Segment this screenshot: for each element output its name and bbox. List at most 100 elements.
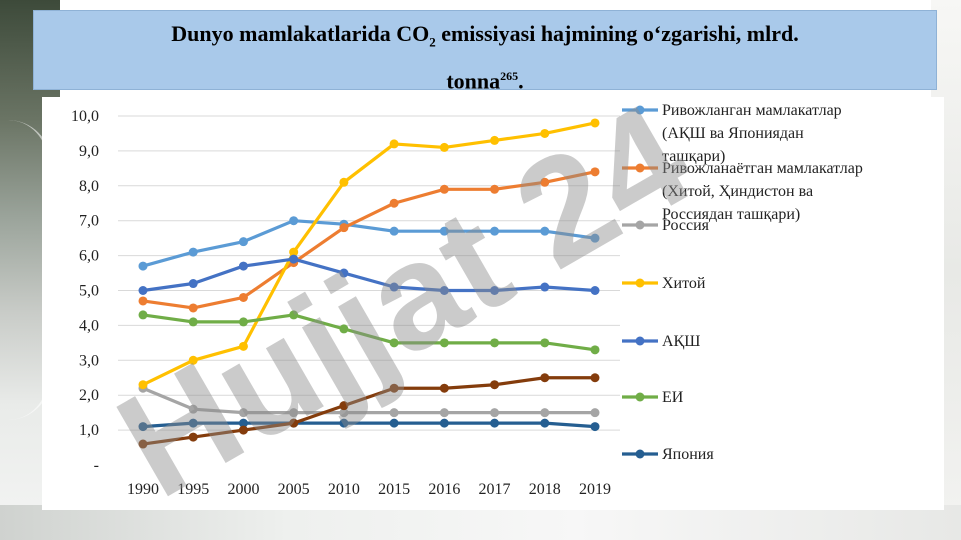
series-line (142, 421, 596, 429)
data-point (490, 226, 500, 236)
slide-title: Dunyo mamlakatlarida CO2 emissiyasi hajm… (33, 10, 937, 94)
x-tick-label: 2019 (579, 481, 611, 498)
legend-label: ЕИ (662, 389, 684, 406)
legend: Ривожланган мамлакатлар (АҚШ ва Япониядан… (622, 102, 863, 463)
legend-label: Япония (662, 446, 714, 463)
legend-entry-0: Ривожланган мамлакатлар (АҚШ ва Япониядан… (622, 102, 842, 165)
y-tick-label: 8,0 (79, 178, 99, 195)
data-point (339, 223, 349, 233)
x-tick-label: 1990 (127, 481, 159, 498)
data-point (339, 401, 349, 411)
data-point (339, 418, 349, 428)
series-2 (138, 383, 600, 418)
title-line-2: tonna265. (34, 59, 936, 98)
title-line-1: Dunyo mamlakatlarida CO2 emissiyasi hajm… (34, 17, 936, 59)
legend-entry-3: Хитой (622, 275, 706, 292)
data-point (490, 135, 500, 145)
title-line2-text: tonna (446, 68, 501, 94)
legend-entry-1: Ривожланаётган мамлакатлар (Хитой, Ҳиндис… (622, 160, 863, 223)
data-point (490, 408, 500, 418)
data-point (238, 261, 248, 271)
data-point (540, 282, 550, 292)
data-point (138, 310, 148, 320)
data-point (439, 418, 449, 428)
data-point (389, 139, 399, 149)
x-axis-ticks: 1990 1995 2000 2005 2010 2015 2016 2017 2018 2019 (127, 481, 611, 498)
legend-label: Россиядан ташқари) (662, 206, 800, 223)
legend-swatch-marker (635, 336, 645, 346)
x-tick-label: 2005 (278, 481, 310, 498)
data-point (540, 128, 550, 138)
legend-label: ташқари) (662, 148, 725, 165)
legend-label: АҚШ (662, 333, 700, 350)
data-point (439, 226, 449, 236)
data-point (590, 233, 600, 243)
title-end: . (518, 68, 524, 94)
watermark-text: Hujjat 24 (91, 71, 716, 529)
data-point (188, 404, 198, 414)
data-point (289, 247, 299, 257)
data-point (188, 418, 198, 428)
legend-label: (Хитой, Ҳиндистон ва (662, 183, 813, 200)
title-post: emissiyasi hajmining o‘zgarishi, mlrd. (435, 21, 799, 46)
x-tick-label: 2018 (529, 481, 561, 498)
gridlines (118, 115, 620, 431)
series-line (142, 170, 596, 310)
y-axis-ticks: - 1,0 2,0 3,0 4,0 5,0 6,0 7,0 8,0 9,0 10,0 (71, 108, 99, 474)
x-tick-label: 2016 (428, 481, 460, 498)
legend-entry-4: АҚШ (622, 333, 700, 350)
legend-label: Россия (662, 217, 710, 234)
legend-swatch-marker (635, 392, 645, 402)
data-point (238, 425, 248, 435)
series-line (142, 376, 595, 446)
data-point (540, 226, 550, 236)
x-tick-label: 2015 (378, 481, 410, 498)
data-point (238, 237, 248, 247)
y-tick-label: 9,0 (79, 143, 99, 160)
data-point (439, 286, 449, 295)
data-point (590, 118, 600, 128)
data-point (289, 310, 299, 320)
series-5 (138, 310, 600, 355)
series-3 (138, 118, 600, 390)
data-point (289, 418, 299, 428)
series-line (142, 121, 596, 387)
series-4 (138, 254, 600, 295)
x-tick-label: 2000 (227, 481, 259, 498)
legend-label: Хитой (662, 275, 706, 292)
legend-label: (АҚШ ва Япониядан (662, 125, 804, 142)
legend-swatch-marker (635, 278, 645, 288)
data-point (490, 418, 500, 428)
data-point (590, 373, 600, 383)
data-point (188, 279, 198, 289)
x-tick-label: 2017 (479, 481, 511, 498)
series-line (142, 219, 596, 268)
data-point (339, 324, 349, 334)
y-tick-label: - (94, 457, 99, 474)
data-point (590, 422, 600, 432)
series-lines (138, 118, 600, 449)
watermark: Hujjat 24 (91, 71, 716, 529)
data-point (389, 198, 399, 208)
y-tick-label: 4,0 (79, 317, 99, 334)
data-point (138, 296, 148, 306)
data-point (188, 247, 198, 257)
data-point (138, 439, 148, 449)
data-point (389, 383, 399, 393)
data-point (590, 345, 600, 355)
data-point (590, 408, 600, 418)
data-point (439, 408, 449, 418)
data-point (238, 317, 248, 327)
data-point (540, 418, 550, 428)
data-point (188, 303, 198, 313)
data-point (389, 282, 399, 292)
data-point (389, 418, 399, 428)
title-footnote-ref: 265 (500, 69, 519, 84)
data-point (188, 355, 198, 365)
title-pre: Dunyo mamlakatlarida CO (171, 21, 430, 46)
legend-label: Ривожланган мамлакатлар (662, 102, 842, 119)
data-point (590, 286, 600, 295)
data-point (339, 177, 349, 187)
y-tick-label: 1,0 (79, 422, 99, 439)
data-point (490, 286, 500, 295)
